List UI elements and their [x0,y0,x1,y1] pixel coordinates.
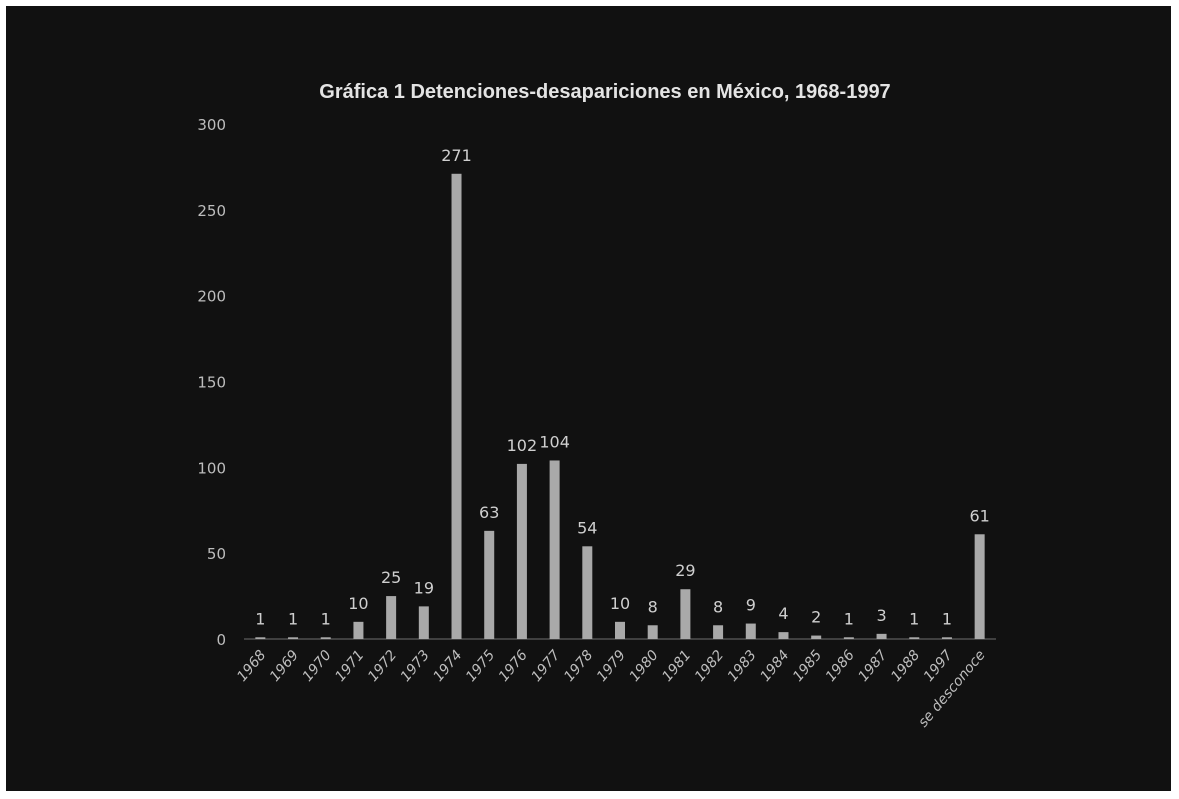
y-tick-label: 50 [207,545,226,563]
x-tick-label: 1977 [529,647,564,685]
data-label: 2 [811,608,821,627]
bars [255,173,985,640]
bar [353,621,364,639]
data-label: 4 [778,604,788,623]
data-label: 1 [844,609,854,628]
y-tick-label: 200 [197,288,226,306]
bar [582,546,593,639]
chart-title: Gráfica 1 Detenciones-desapariciones en … [319,81,890,103]
data-label: 9 [746,596,756,615]
x-tick-label: 1988 [888,647,923,685]
x-tick-label: 1976 [496,647,531,685]
data-label: 1 [909,609,919,628]
data-label: 1 [255,609,265,628]
bar [745,623,756,639]
bar [680,589,691,639]
bar [288,637,299,639]
data-label: 271 [441,146,472,165]
data-label: 19 [414,578,434,597]
y-tick-label: 250 [197,202,226,220]
bar [876,633,887,639]
x-tick-label: 1986 [823,647,858,685]
x-tick-label: 1979 [594,647,629,685]
x-tick-label: 1987 [855,647,890,685]
data-label: 61 [969,506,989,525]
data-label: 1 [288,609,298,628]
bar [484,530,495,639]
data-label: 1 [321,609,331,628]
data-label: 1 [942,609,952,628]
bar [647,625,658,639]
data-label: 29 [675,561,695,580]
x-tick-label: 1978 [561,647,596,685]
data-label: 63 [479,503,499,522]
x-axis: 1968196919701971197219731974197519761977… [234,647,988,730]
x-tick-label: 1983 [725,647,760,685]
data-label: 3 [876,606,886,625]
bar [418,606,429,639]
x-tick-label: 1973 [398,647,433,685]
bar-chart: Gráfica 1 Detenciones-desapariciones en … [197,81,996,730]
bar [386,596,397,639]
bar [713,625,724,639]
x-tick-label: 1975 [463,647,498,685]
bar [909,637,920,639]
bar [320,637,331,639]
data-label: 10 [610,594,630,613]
y-axis: 0 50 100 150 200 250 300 [197,116,226,649]
x-tick-label: 1974 [430,647,465,685]
bar [255,637,266,639]
data-label: 8 [648,597,658,616]
bar [778,632,789,639]
data-labels: 1 1 1 10 25 19 271 63 102 104 54 10 8 29 8 9 4 2 1 3 1 1 61 [255,146,990,628]
bar [843,637,854,639]
bar [811,635,822,639]
data-label: 8 [713,597,723,616]
bar [941,637,952,639]
data-label: 102 [507,436,538,455]
y-tick-label: 150 [197,374,226,392]
x-tick-label: 1972 [365,647,400,685]
y-tick-label: 100 [197,459,226,477]
x-tick-label: 1981 [659,647,694,685]
y-tick-label: 300 [197,116,226,134]
x-tick-label: 1969 [267,647,302,685]
x-tick-label: 1980 [627,647,662,685]
data-label: 54 [577,518,597,537]
x-tick-label: 1982 [692,647,727,685]
data-label: 104 [539,432,570,451]
x-tick-label: 1984 [757,647,792,685]
y-tick-label: 0 [216,631,226,649]
x-tick-label: 1985 [790,647,825,685]
bar [615,621,625,639]
x-tick-label: 1970 [300,647,335,685]
x-tick-label: 1968 [234,647,269,685]
bar [549,460,560,639]
chart-frame: Gráfica 1 Detenciones-desapariciones en … [6,6,1171,791]
data-label: 25 [381,568,401,587]
data-label: 10 [348,594,368,613]
x-tick-label: 1971 [332,647,367,685]
bar [974,534,985,639]
bar [516,463,527,639]
bar [451,173,462,640]
